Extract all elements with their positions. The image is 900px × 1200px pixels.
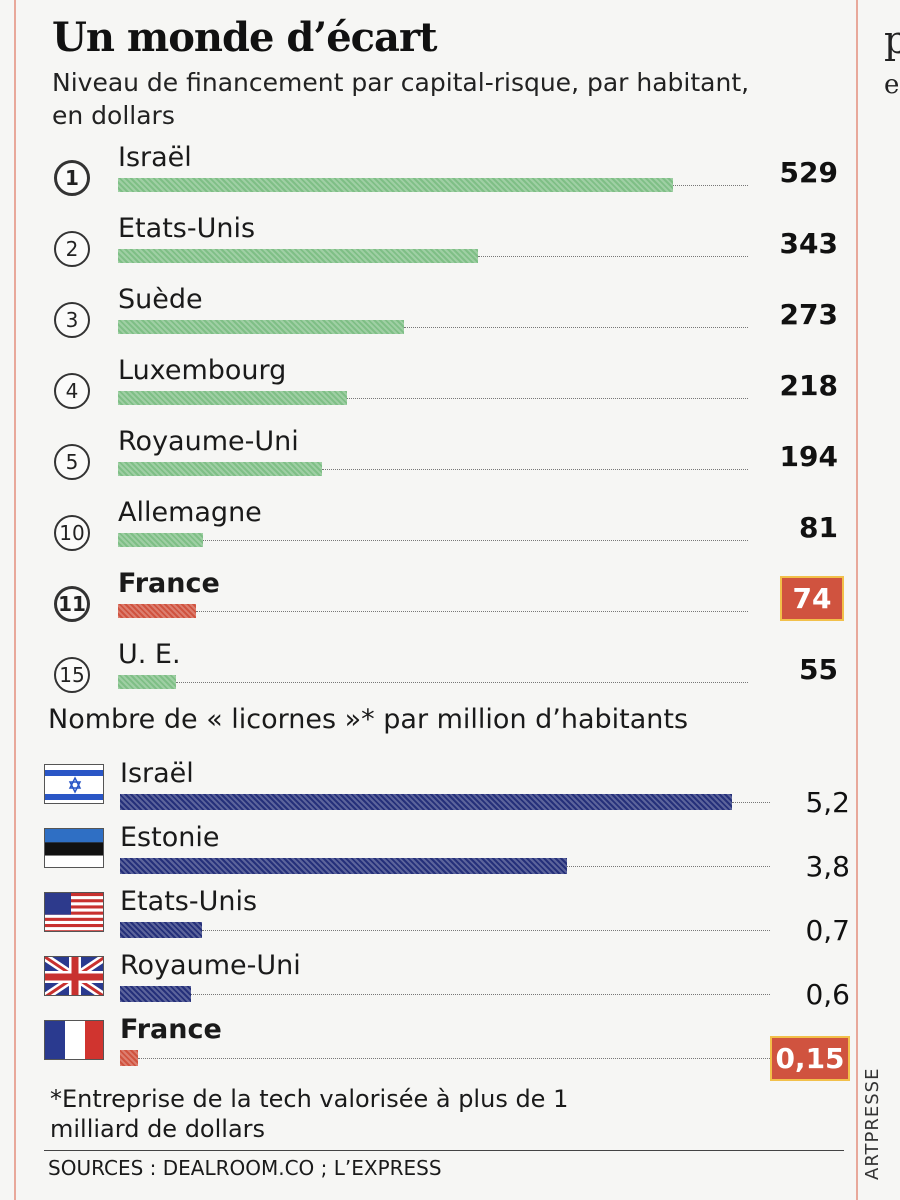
page-title: Un monde d’écart [52, 14, 437, 61]
leader-line [321, 469, 748, 470]
data-label: 0,7 [805, 914, 850, 947]
bar [118, 178, 673, 192]
bar [118, 604, 196, 618]
bar-label: Israël [120, 758, 194, 789]
rank-badge: 4 [54, 373, 90, 409]
data-label: 81 [799, 511, 838, 544]
bar [120, 1050, 138, 1066]
data-label: 74 [780, 576, 844, 621]
bar-label: France [120, 1014, 222, 1045]
data-label: 529 [779, 156, 838, 189]
sources-line: SOURCES : DEALROOM.CO ; L’EXPRESS [48, 1156, 442, 1180]
sources-divider [44, 1150, 844, 1151]
data-label: 5,2 [805, 786, 850, 819]
bar [120, 986, 191, 1002]
data-label: 3,8 [805, 850, 850, 883]
bar [118, 675, 176, 689]
bar [120, 922, 203, 938]
leader-line [190, 994, 770, 995]
next-column-fragment: p [884, 18, 900, 62]
bar-label: Luxembourg [118, 355, 287, 386]
bar-label: U. E. [118, 639, 181, 670]
rank-badge: 15 [54, 657, 90, 693]
bar-label: Etats-Unis [120, 886, 258, 917]
column-divider [856, 0, 858, 1200]
leader-line [202, 930, 770, 931]
israel-flag [44, 764, 104, 804]
data-label: 55 [799, 653, 838, 686]
bar [118, 391, 347, 405]
france-flag [44, 1020, 104, 1060]
bar-label: Royaume-Uni [118, 426, 299, 457]
leader-line [477, 256, 748, 257]
bar [118, 249, 478, 263]
rank-badge: 10 [54, 515, 90, 551]
uk-flag [44, 956, 104, 996]
bar [118, 533, 203, 547]
licornes-chart-title: Nombre de « licornes »* par million d’ha… [48, 704, 689, 735]
leader-line [137, 1058, 770, 1059]
leader-line [404, 327, 748, 328]
leader-line [567, 866, 770, 867]
bar-label: Royaume-Uni [120, 950, 301, 981]
leader-line [175, 682, 748, 683]
data-label: 218 [779, 369, 838, 402]
bar [118, 320, 405, 334]
data-label: 0,6 [805, 978, 850, 1011]
chart-subtitle: Niveau de financement par capital-risque… [52, 68, 750, 130]
leader-line [346, 398, 748, 399]
footnote: *Entreprise de la tech valorisée à plus … [50, 1085, 569, 1143]
next-column-fragment: e [884, 70, 900, 100]
bar-label: Israël [118, 142, 192, 173]
rank-badge: 5 [54, 444, 90, 480]
bar [120, 858, 568, 874]
rank-badge: 2 [54, 231, 90, 267]
bar-label: Estonie [120, 822, 220, 853]
data-label: 273 [779, 298, 838, 331]
rank-badge: 11 [54, 586, 90, 622]
bar-label: Suède [118, 284, 203, 315]
rank-badge: 3 [54, 302, 90, 338]
data-label: 194 [779, 440, 838, 473]
bar [120, 794, 732, 810]
data-label: 343 [779, 227, 838, 260]
bar-label: Etats-Unis [118, 213, 256, 244]
artist-credit: ARTPRESSE [862, 1067, 883, 1180]
bar-label: Allemagne [118, 497, 262, 528]
estonia-flag [44, 828, 104, 868]
usa-flag [44, 892, 104, 932]
bar-label: France [118, 568, 220, 599]
bar [118, 462, 322, 476]
leader-line [195, 611, 748, 612]
leader-line [732, 802, 770, 803]
leader-line [673, 185, 748, 186]
data-label: 0,15 [770, 1036, 850, 1081]
rank-badge: 1 [54, 160, 90, 196]
leader-line [202, 540, 748, 541]
left-margin-rule [14, 0, 16, 1200]
